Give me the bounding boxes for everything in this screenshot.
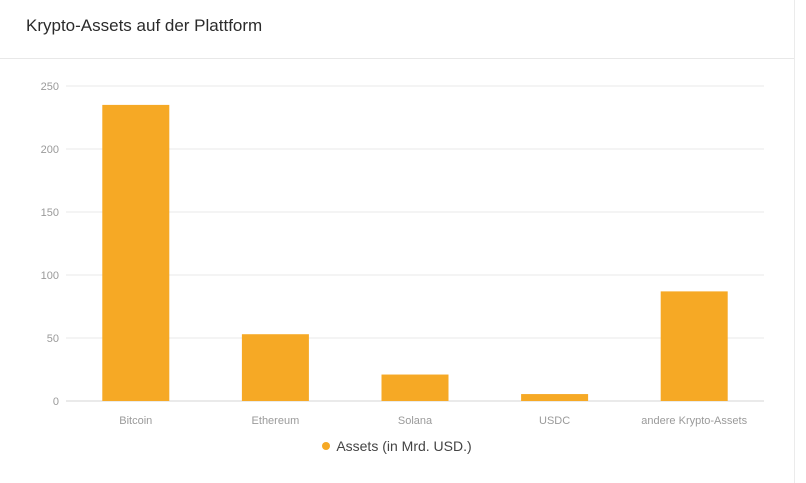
chart-title: Krypto-Assets auf der Plattform (26, 16, 263, 35)
x-tick-label: Bitcoin (119, 415, 152, 427)
y-tick-label: 0 (53, 396, 59, 408)
legend-label: Assets (in Mrd. USD.) (336, 438, 472, 454)
y-tick-label: 50 (47, 333, 59, 345)
x-tick-label: Ethereum (252, 415, 300, 427)
grid-lines (66, 85, 764, 402)
legend-swatch (322, 442, 331, 450)
y-axis-ticks: 0 50 100 150 200 250 (41, 81, 59, 408)
x-axis-ticks: Bitcoin Ethereum Solana USDC andere Krypto-A… (119, 415, 747, 427)
bar-chart: 0 50 100 150 200 250 Bitcoin Ethereum Solana USD… (41, 81, 764, 427)
card-header: Krypto-Assets auf der Plattform (0, 0, 794, 59)
bar-andere-krypto-assets[interactable] (660, 291, 728, 401)
bar-solana[interactable] (381, 374, 449, 401)
bars (102, 104, 728, 402)
bar-ethereum[interactable] (241, 334, 309, 401)
bar-usdc[interactable] (521, 394, 589, 401)
chart-legend[interactable]: Assets (in Mrd. USD.) (0, 438, 794, 454)
x-tick-label: andere Krypto-Assets (641, 415, 747, 427)
x-tick-label: USDC (539, 415, 570, 427)
y-tick-label: 150 (41, 207, 59, 219)
x-tick-label: Solana (398, 415, 433, 427)
y-tick-label: 200 (41, 144, 59, 156)
y-tick-label: 100 (41, 270, 59, 282)
bar-bitcoin[interactable] (102, 104, 170, 402)
y-tick-label: 250 (41, 81, 59, 93)
